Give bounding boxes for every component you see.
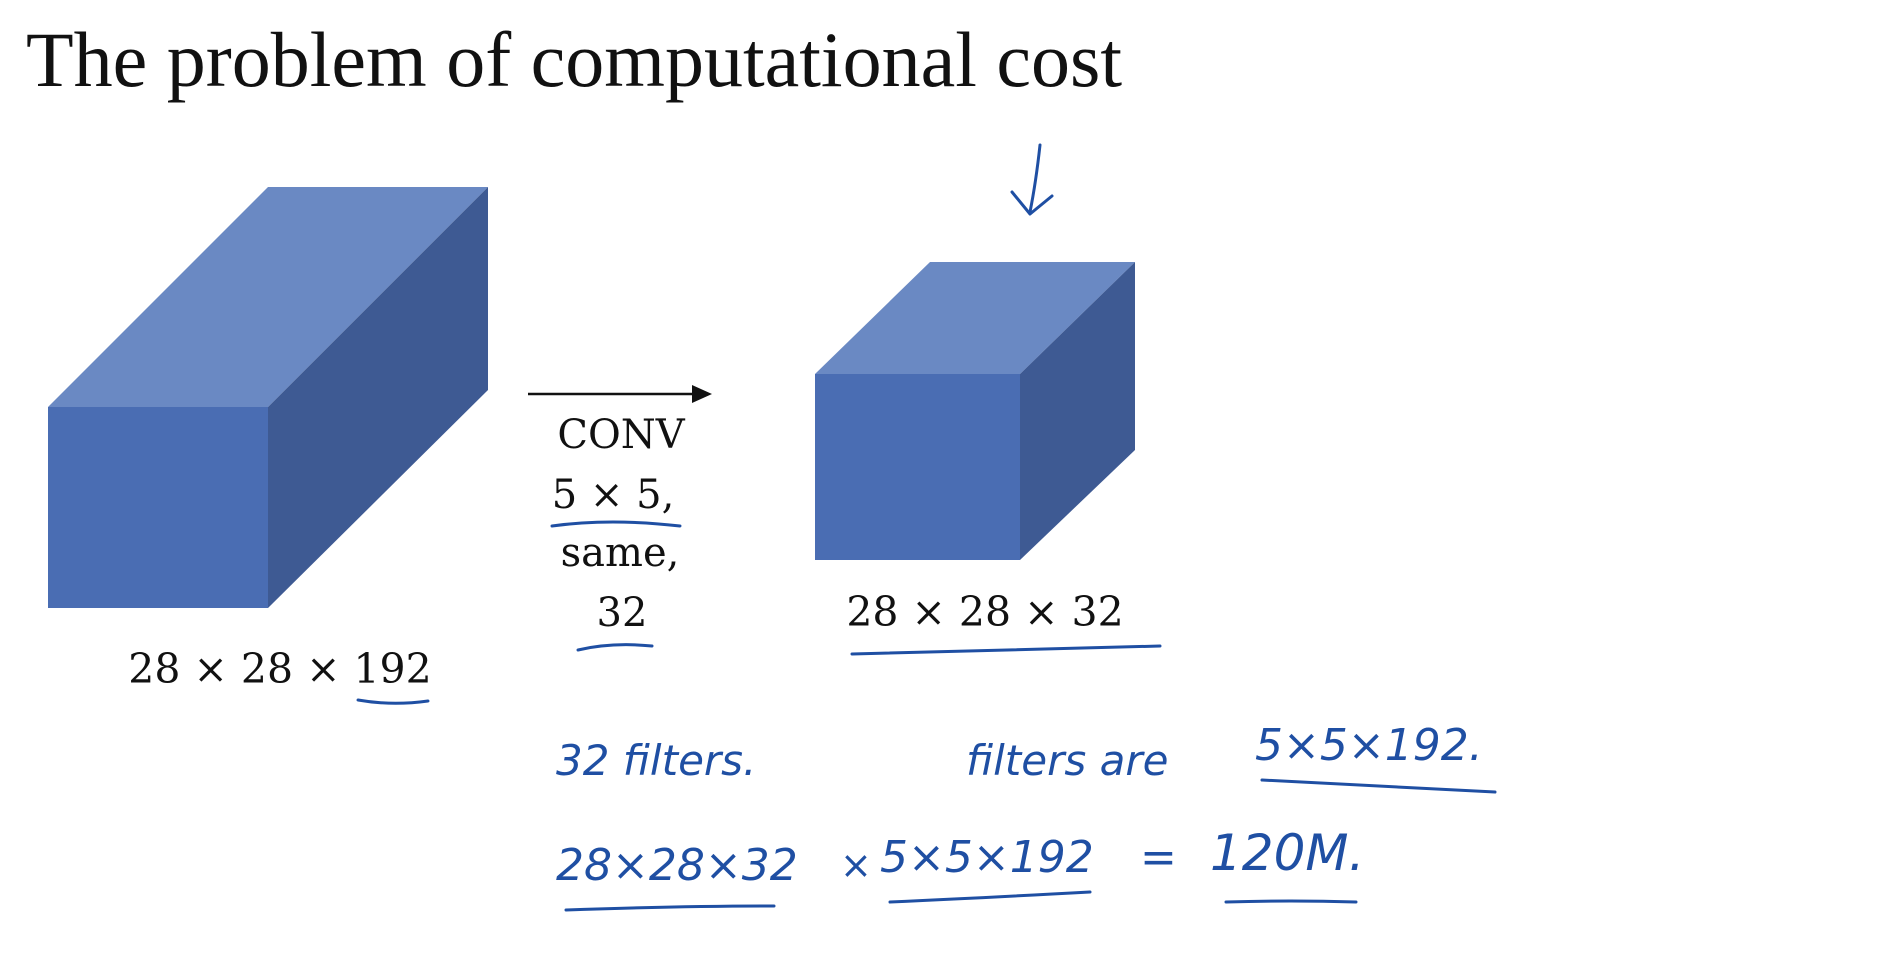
- pointer-arrow-icon: [1010, 143, 1054, 216]
- conv-arrow: [528, 385, 712, 403]
- calc-result: 120M.: [1210, 824, 1364, 882]
- conv-num-filters-underline: [576, 643, 654, 652]
- input-volume-dims-label: 28 × 28 × 192: [128, 645, 431, 693]
- conv-op-label: CONV: [557, 412, 685, 458]
- note-filters-count: 32 filters.: [556, 736, 756, 785]
- input-volume-top-face: [48, 187, 488, 407]
- calc-times-sign: ×: [840, 843, 872, 887]
- conv-filter-size-underline: [550, 520, 682, 528]
- output-volume-box: [815, 262, 1135, 560]
- note-filter-shape: 5×5×192.: [1255, 720, 1483, 771]
- calc-equals-sign: =: [1140, 832, 1177, 883]
- calc-output-size: 28×28×32: [556, 840, 798, 891]
- output-volume-dims-label: 28 × 28 × 32: [846, 588, 1123, 636]
- note-filter-shape-prefix: filters are: [966, 736, 1168, 785]
- output-volume-side-face: [1020, 262, 1135, 560]
- input-volume-depth-underline: [356, 698, 430, 705]
- note-filter-shape-underline: [1260, 778, 1497, 794]
- output-volume-dims-underline: [850, 644, 1162, 656]
- calc-result-underline: [1224, 899, 1358, 904]
- output-volume-top-face: [815, 262, 1135, 374]
- conv-padding-label: same,: [561, 530, 680, 576]
- slide-title: The problem of computational cost: [26, 16, 1122, 103]
- output-volume-front-face: [815, 374, 1020, 560]
- input-volume-side-face: [268, 187, 488, 608]
- calc-filter-size: 5×5×192: [880, 832, 1094, 883]
- input-volume-front-face: [48, 407, 268, 608]
- conv-num-filters-label: 32: [597, 590, 648, 636]
- calc-output-size-underline: [564, 904, 776, 912]
- calc-filter-size-underline: [888, 890, 1092, 904]
- input-volume-box: [48, 187, 488, 608]
- conv-filter-size-label: 5 × 5,: [552, 472, 675, 518]
